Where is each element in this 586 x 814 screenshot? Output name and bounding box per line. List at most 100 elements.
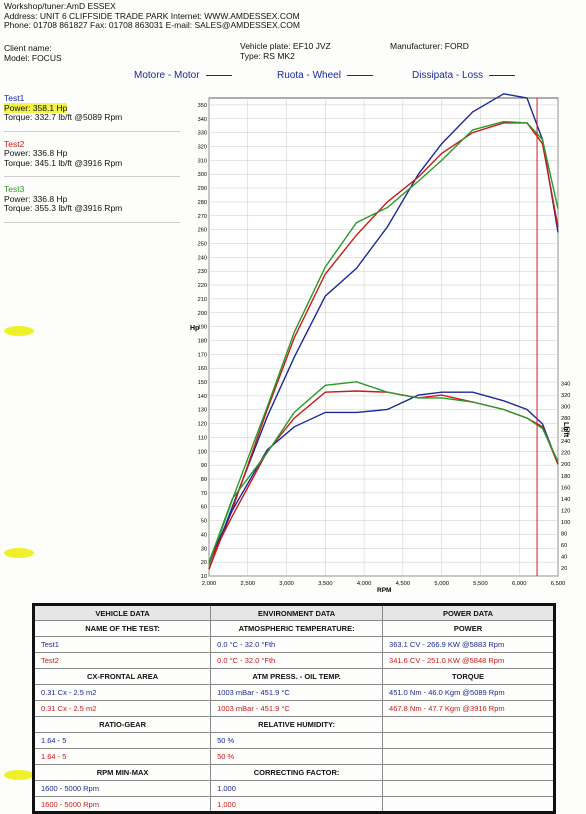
y-tick-label: 160 xyxy=(198,366,207,372)
model-label: Model: FOCUS xyxy=(4,52,62,63)
y2-tick-label: 220 xyxy=(561,451,570,457)
table-row: 0.31 Cx - 2.5 m2 1003 mBar - 451.9 °C 451.… xyxy=(32,684,555,701)
y-tick-label: 320 xyxy=(198,144,207,150)
table-section-title: RATIO-GEAR xyxy=(32,716,212,733)
data-table: VEHICLE DATA ENVIRONMENT DATA POWER DATA… xyxy=(32,603,556,814)
y-tick-label: 250 xyxy=(198,241,207,247)
y-tick-label: 240 xyxy=(198,255,207,261)
x-tick-label: 5,500 xyxy=(473,581,488,587)
test1-name: Test1 xyxy=(4,93,25,103)
x-tick-label: 5,000 xyxy=(434,581,449,587)
table-cell: 363.1 CV - 266.9 KW @5883 Rpm xyxy=(382,636,555,653)
y-tick-label: 100 xyxy=(198,449,207,455)
y2-tick-label: 240 xyxy=(561,439,570,445)
table-cell: 451.0 Nm - 46.0 Kgm @5089 Rpm xyxy=(382,684,555,701)
table-cell xyxy=(382,748,555,765)
y-tick-label: 80 xyxy=(201,477,207,483)
table-cell: 1003 mBar - 451.9 °C xyxy=(210,684,384,701)
test2-torque: Torque: 345.1 lb/ft @3916 Rpm xyxy=(4,157,123,168)
table-section-title xyxy=(382,716,555,733)
test1-power: Power: 358.1 Hp xyxy=(4,102,68,113)
y2-tick-label: 160 xyxy=(561,485,570,491)
legend-loss: Dissipata - Loss xyxy=(412,70,516,81)
y-tick-label: 140 xyxy=(198,394,207,400)
y2-axis-label: Lb/ft xyxy=(562,422,569,438)
workshop-line: Workshop/tuner:AmD ESSEX xyxy=(4,1,116,11)
test1-torque: Torque: 332.7 lb/ft @5089 Rpm xyxy=(4,112,123,122)
highlighter-mark xyxy=(4,548,34,558)
y-tick-label: 20 xyxy=(201,560,207,566)
legend-wheel: Ruota - Wheel xyxy=(277,70,373,81)
test-summary-list: Test1 Power: 358.1 Hp Torque: 332.7 lb/f… xyxy=(4,93,180,231)
y2-tick-label: 80 xyxy=(561,531,567,537)
y-tick-label: 220 xyxy=(198,283,207,289)
table-cell: 1.000 xyxy=(210,780,384,797)
highlighter-mark xyxy=(4,770,34,780)
dyno-chart: 10 20 30 40 50 60 70 80 90 100 110 120 130 140 150 160 1… xyxy=(190,93,570,594)
y2-tick-label: 20 xyxy=(561,566,567,572)
vehicle-data-header: VEHICLE DATA xyxy=(32,604,212,621)
y2-tick-label: 180 xyxy=(561,474,570,480)
y2-tick-label: 340 xyxy=(561,382,570,388)
test3-name: Test3 xyxy=(4,184,25,194)
y-tick-label: 110 xyxy=(198,435,207,441)
report-header: Workshop/tuner:AmD ESSEX Address: UNIT 6… xyxy=(4,1,300,31)
table-row: 1.64 - 5 50 % xyxy=(32,732,555,749)
contact-line: Phone: 01708 861827 Fax: 01708 863031 E-… xyxy=(4,20,300,30)
y2-tick-label: 120 xyxy=(561,508,570,514)
table-section-title: TORQUE xyxy=(382,668,555,685)
y-tick-label: 170 xyxy=(198,352,207,358)
y-tick-label: 300 xyxy=(198,172,207,178)
x-tick-label: 3,000 xyxy=(279,581,294,587)
table-row: Test2 0.0 °C - 32.0 °Fth 341.6 CV - 251.0 … xyxy=(32,652,555,669)
table-row: 1600 - 5000 Rpm 1.000 xyxy=(32,780,555,797)
y-axis-label: Hp xyxy=(190,325,199,332)
vehicle-type: Type: RS MK2 xyxy=(240,50,295,61)
torque-curve xyxy=(208,381,559,563)
table-section-title: RPM MIN-MAX xyxy=(32,764,212,781)
table-cell: Test1 xyxy=(32,636,212,653)
x-tick-label: 2,000 xyxy=(202,581,217,587)
y-tick-label: 310 xyxy=(198,158,207,164)
test3-summary: Test3 Power: 336.8 Hp Torque: 355.3 lb/f… xyxy=(4,184,180,223)
table-cell: 1003 mBar - 451.9 °C xyxy=(210,700,384,717)
legend-motor-label: Motore - Motor xyxy=(134,70,200,81)
table-section-title: ATM PRESS. - OIL TEMP. xyxy=(210,668,384,685)
vehicle-info: Vehicle plate: EF10 JVZ Type: RS MK2 xyxy=(240,41,331,61)
table-cell: 0.0 °C - 32.0 °Fth xyxy=(210,636,384,653)
table-cell: 0.31 Cx - 2.5 m2 xyxy=(32,700,212,717)
test2-summary: Test2 Power: 336.8 Hp Torque: 345.1 lb/f… xyxy=(4,139,180,177)
table-section-title-row: RPM MIN-MAX CORRECTING FACTOR: xyxy=(32,764,555,781)
y-tick-label: 180 xyxy=(198,338,207,344)
y-tick-label: 330 xyxy=(198,131,207,137)
y-tick-label: 30 xyxy=(201,546,207,552)
table-row: 0.31 Cx - 2.5 m2 1003 mBar - 451.9 °C 467.… xyxy=(32,700,555,717)
y2-tick-label: 320 xyxy=(561,393,570,399)
x-tick-label: 4,500 xyxy=(396,581,411,587)
address-line: Address: UNIT 6 CLIFFSIDE TRADE PARK Int… xyxy=(4,10,300,21)
y-axis-hp: 10 20 30 40 50 60 70 80 90 100 110 120 130 140 150 160 1… xyxy=(198,103,207,580)
x-axis-rpm: 2,000 2,500 3,000 3,500 4,000 4,500 5,000 5,500… xyxy=(202,581,566,587)
power-curve xyxy=(208,93,559,570)
table-section-title-row: RATIO-GEAR RELATIVE HUMIDITY: xyxy=(32,716,555,733)
x-tick-label: 3,500 xyxy=(318,581,333,587)
y-tick-label: 210 xyxy=(198,297,207,303)
x-tick-label: 2,500 xyxy=(241,581,256,587)
table-section-title: RELATIVE HUMIDITY: xyxy=(210,716,384,733)
vehicle-plate: Vehicle plate: EF10 JVZ xyxy=(240,41,331,51)
y2-tick-label: 140 xyxy=(561,497,570,503)
y-tick-label: 230 xyxy=(198,269,207,275)
table-cell xyxy=(382,780,555,797)
table-cell: 0.0 °C - 32.0 °Fth xyxy=(210,652,384,669)
table-section-title: NAME OF THE TEST: xyxy=(32,620,212,637)
y-tick-label: 340 xyxy=(198,117,207,123)
table-cell: 1600 - 5000 Rpm xyxy=(32,780,212,797)
y2-tick-label: 280 xyxy=(561,416,570,422)
y-tick-label: 190 xyxy=(198,325,207,331)
y-tick-label: 280 xyxy=(198,200,207,206)
table-section-title: CX-FRONTAL AREA xyxy=(32,668,212,685)
y-tick-label: 10 xyxy=(201,574,207,580)
table-row: Test1 0.0 °C - 32.0 °Fth 363.1 CV - 266.9 … xyxy=(32,636,555,653)
table-section-title: CORRECTING FACTOR: xyxy=(210,764,384,781)
table-row: 1.64 - 5 50 % xyxy=(32,748,555,765)
